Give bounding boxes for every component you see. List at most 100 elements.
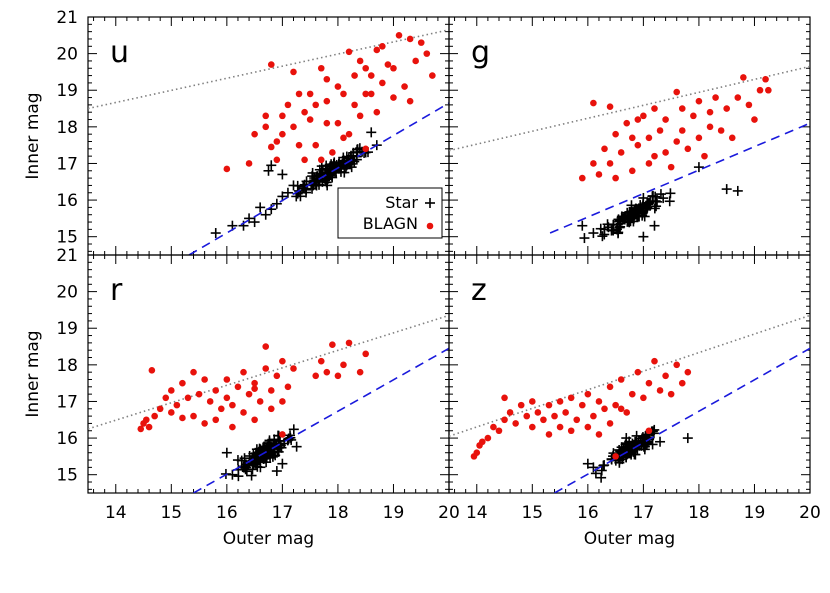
blagn-point (651, 357, 658, 365)
star-point (588, 228, 599, 239)
star-point (630, 449, 641, 460)
star-point (639, 441, 650, 452)
blagn-point (179, 379, 186, 387)
blagn-point (612, 453, 619, 460)
blagn-point (601, 145, 608, 153)
star-point (246, 470, 257, 481)
blagn-point (362, 145, 369, 153)
blagn-point (540, 416, 547, 424)
blagn-point (584, 390, 592, 398)
blagn-point (334, 119, 342, 127)
blagn-point (334, 83, 342, 90)
star-point (629, 205, 640, 216)
panel-g: g (448, 16, 811, 256)
panel-frame (448, 254, 811, 494)
star-point (582, 458, 593, 469)
blagn-point (345, 130, 353, 138)
blagn-point (356, 112, 364, 120)
blagn-point (229, 423, 236, 431)
y-tick-label: 15 (56, 466, 78, 486)
blagn-point (262, 343, 270, 350)
blagn-point (251, 385, 258, 392)
star-point (693, 162, 704, 173)
blagn-point (645, 427, 653, 435)
blagn-point (673, 88, 681, 96)
blagn-point (323, 75, 331, 83)
x-tick-label: 16 (216, 503, 238, 523)
blagn-point (479, 438, 486, 446)
blagn-point (634, 368, 642, 376)
star-point (616, 212, 627, 223)
star-point (260, 209, 271, 220)
panel-z: z 14 15 16 17 18 19 20 Outer mag (448, 254, 821, 549)
x-tick-label: 19 (744, 503, 766, 523)
blagn-point (273, 138, 281, 145)
blagn-point (645, 160, 653, 167)
star-point (665, 188, 676, 199)
blagn-point (673, 361, 681, 369)
blagn-point (695, 134, 703, 142)
blagn-point (156, 405, 164, 413)
dashed-reference-line (554, 347, 810, 493)
blagn-point (512, 420, 519, 427)
y-tick-label: 19 (56, 319, 78, 339)
panel-r: r 15 16 17 18 19 20 21 14 15 16 17 18 19 20 Outer mag In… (23, 246, 460, 549)
blagn-point (534, 409, 542, 416)
blagn-point (765, 86, 772, 94)
blagn-point (745, 101, 753, 109)
blagn-point (201, 376, 208, 383)
star-point (655, 436, 666, 447)
blagn-point (173, 401, 181, 409)
blagn-point (634, 141, 642, 149)
star-point (650, 191, 661, 202)
blagn-point (662, 116, 669, 123)
blagn-point (712, 94, 719, 101)
star-point (255, 202, 266, 213)
blagn-point (262, 112, 270, 120)
dotted-reference-line (88, 29, 449, 110)
star-point (271, 466, 282, 477)
blagn-point (506, 409, 514, 416)
blagn-point (317, 64, 325, 72)
blagn-point (706, 123, 714, 131)
blagn-point (295, 90, 303, 98)
blagn-point (345, 48, 353, 56)
star-point (314, 164, 325, 175)
blagn-point (517, 401, 525, 409)
blagn-point (190, 368, 197, 376)
plot-area (449, 314, 810, 493)
star-point (682, 433, 693, 444)
x-tick-label: 15 (521, 503, 543, 523)
legend-label: Star (385, 193, 418, 212)
star-point (652, 196, 663, 207)
blagn-point (223, 394, 231, 402)
star-point (721, 184, 732, 195)
blagn-point (379, 79, 386, 87)
y-tick-label: 20 (56, 45, 78, 65)
blagn-point (217, 405, 225, 413)
star-point (579, 233, 590, 244)
blagn-point (145, 423, 153, 431)
blagn-point (645, 134, 653, 142)
blagn-point (267, 61, 275, 68)
blagn-point (623, 119, 631, 127)
blagn-point (251, 130, 258, 138)
blagn-point (190, 412, 197, 420)
x-tick-label: 19 (383, 503, 405, 523)
x-tick-label: 14 (466, 503, 488, 523)
blagn-point (640, 112, 647, 120)
star-point (351, 147, 362, 158)
blagn-point (717, 127, 725, 134)
blagn-point (273, 156, 281, 164)
blagn-point (295, 141, 303, 149)
star-point (631, 430, 642, 441)
dashed-reference-line (549, 122, 810, 234)
blagn-point (501, 394, 508, 402)
panel-label: r (110, 273, 123, 308)
legend-blagn-marker (426, 222, 434, 230)
y-tick-label: 18 (56, 356, 78, 376)
panel-label: z (471, 273, 487, 308)
star-point (301, 187, 312, 198)
blagn-point (690, 112, 697, 120)
plot-area (88, 29, 449, 255)
